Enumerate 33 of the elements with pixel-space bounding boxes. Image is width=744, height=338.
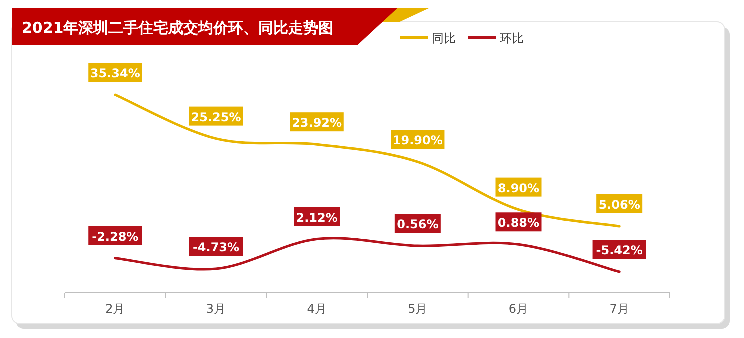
data-label: 23.92% [292, 116, 342, 130]
label: 25.25% [189, 106, 244, 126]
data-label: 0.88% [498, 216, 540, 230]
x-tick-label: 4月 [307, 302, 327, 316]
data-label: -5.42% [596, 244, 643, 258]
data-label: -2.28% [92, 230, 139, 244]
label: 35.34% [88, 63, 142, 82]
label: 23.92% [290, 112, 344, 132]
data-label: 5.06% [598, 198, 640, 212]
label: 2.12% [294, 207, 340, 226]
data-label: 0.56% [397, 218, 439, 232]
chart-title: 2021年深圳二手住宅成交均价环、同比走势图 [22, 19, 334, 37]
data-label: 8.90% [498, 181, 540, 196]
data-label: 2.12% [296, 210, 338, 225]
label: 8.90% [496, 178, 542, 197]
label: 5.06% [596, 194, 643, 214]
x-tick-label: 2月 [106, 302, 126, 316]
label: -2.28% [88, 226, 142, 246]
x-tick-label: 7月 [610, 302, 630, 316]
label: -5.42% [592, 240, 646, 259]
data-label: 19.90% [392, 134, 443, 148]
x-tick-label: 5月 [408, 302, 428, 316]
legend-label: 同比 [432, 32, 456, 46]
label: 0.56% [394, 214, 441, 234]
x-tick-label: 3月 [206, 302, 226, 316]
legend-label: 环比 [500, 32, 524, 46]
data-label: -4.73% [192, 240, 240, 255]
label: 19.90% [391, 130, 445, 150]
label: -4.73% [189, 237, 244, 256]
data-label: 35.34% [90, 66, 140, 80]
x-tick-label: 6月 [508, 302, 529, 316]
label: 0.88% [496, 212, 542, 232]
data-label: 25.25% [191, 110, 242, 124]
